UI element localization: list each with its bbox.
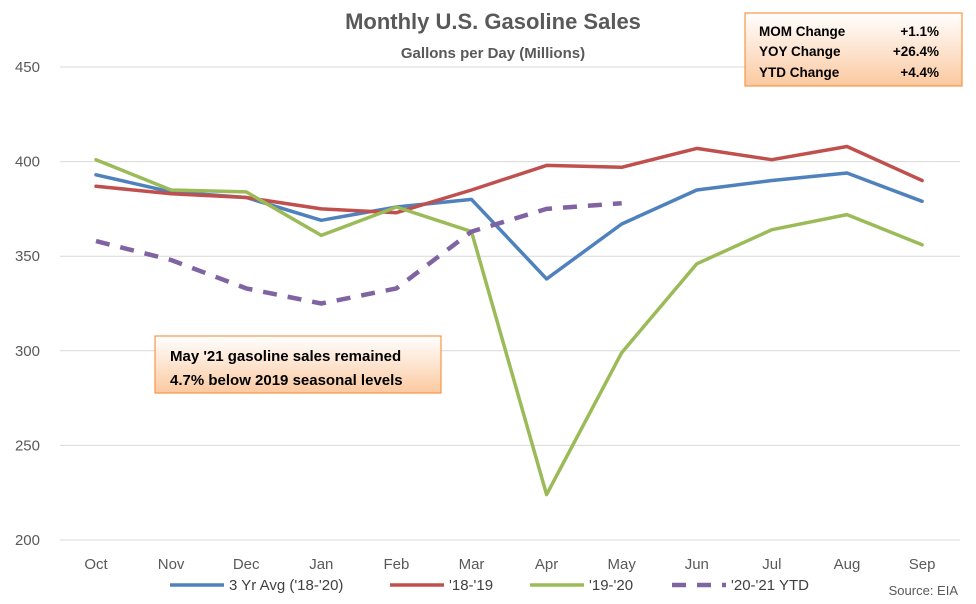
yoy-label: YOY Change (759, 44, 841, 59)
chart-subtitle: Gallons per Day (Millions) (401, 45, 585, 62)
x-tick-label: May (608, 556, 637, 573)
y-axis-ticks: 200 250 300 350 400 450 (15, 59, 40, 549)
series-lines (94, 144, 924, 497)
mom-value: +1.1% (900, 24, 939, 39)
legend-label-0: 3 Yr Avg ('18-'20) (229, 577, 343, 594)
y-tick-label: 400 (15, 154, 40, 171)
yoy-value: +26.4% (893, 44, 939, 59)
x-tick-label: Dec (233, 556, 260, 573)
x-tick-label: Oct (84, 556, 108, 573)
mom-label: MOM Change (759, 24, 846, 39)
legend-label-1: '18-'19 (449, 577, 493, 594)
y-tick-label: 300 (15, 343, 40, 360)
legend: 3 Yr Avg ('18-'20) '18-'19 '19-'20 '20-'21 … (170, 577, 809, 594)
annotation-line-1: May '21 gasoline sales remained (170, 348, 401, 365)
x-tick-label: Jul (762, 556, 781, 573)
x-tick-label: Apr (535, 556, 558, 573)
y-tick-label: 350 (15, 248, 40, 265)
x-tick-label: Jun (685, 556, 709, 573)
annotation-box: May '21 gasoline sales remained 4.7% bel… (154, 335, 442, 394)
legend-label-3: '20-'21 YTD (731, 577, 809, 594)
y-tick-label: 250 (15, 437, 40, 454)
legend-label-2: '19-'20 (589, 577, 633, 594)
annotation-line-2: 4.7% below 2019 seasonal levels (170, 372, 403, 389)
x-tick-label: Sep (909, 556, 936, 573)
ytd-label: YTD Change (759, 65, 840, 80)
source-note: Source: EIA (889, 583, 959, 598)
series-line-2 (94, 157, 924, 497)
series-line-3 (95, 200, 622, 306)
y-tick-label: 200 (15, 532, 40, 549)
x-axis-ticks: Oct Nov Dec Jan Feb Mar Apr May Jun Jul Aug Sep (84, 556, 935, 573)
x-tick-label: Mar (459, 556, 485, 573)
series-line-1 (94, 144, 924, 215)
chart-title: Monthly U.S. Gasoline Sales (345, 9, 641, 34)
summary-box: MOM Change +1.1% YOY Change +26.4% YTD C… (744, 12, 963, 87)
gridlines (60, 66, 960, 541)
x-tick-label: Nov (158, 556, 185, 573)
ytd-value: +4.4% (900, 65, 939, 80)
y-tick-label: 450 (15, 59, 40, 76)
x-tick-label: Feb (383, 556, 409, 573)
x-tick-label: Aug (834, 556, 861, 573)
x-tick-label: Jan (309, 556, 333, 573)
summary-box-bg (744, 12, 963, 87)
annotation-box-bg (154, 335, 442, 394)
